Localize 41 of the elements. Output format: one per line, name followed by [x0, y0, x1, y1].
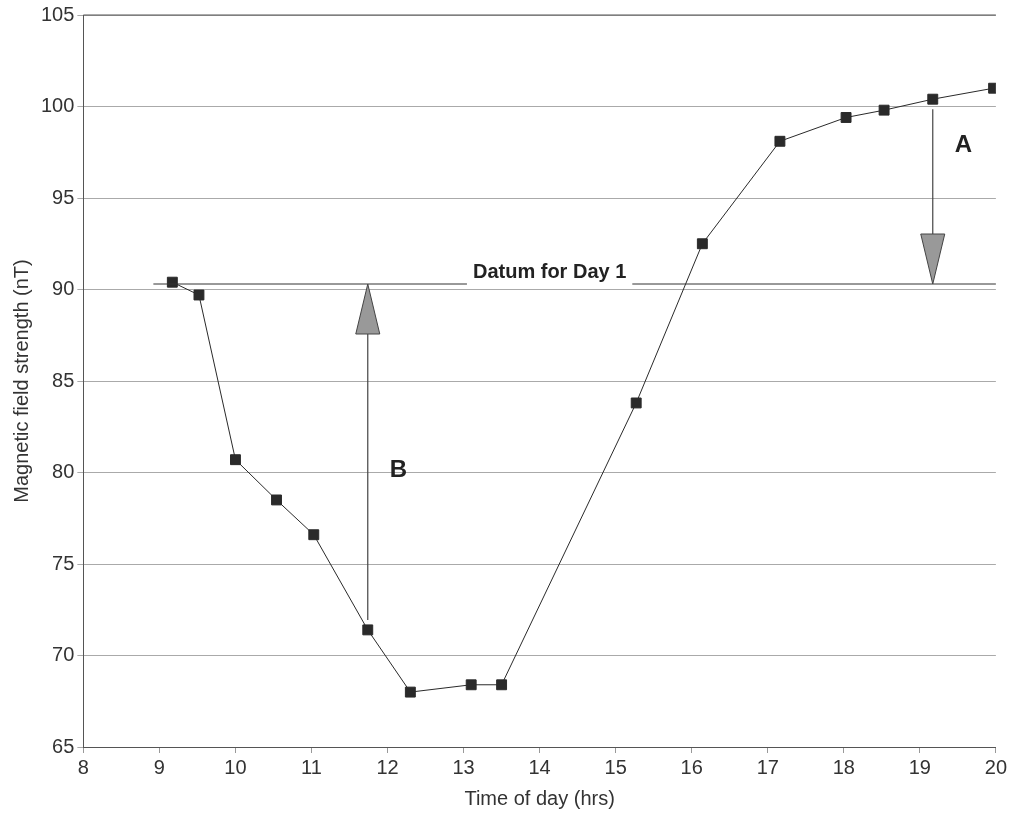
point	[840, 112, 852, 123]
ref-line-label: Datum for Day 1	[472, 259, 627, 282]
x-tick-label: 15	[604, 755, 627, 778]
point	[630, 397, 642, 409]
x-axis-title: Time of day (hrs)	[464, 786, 615, 809]
x-tick-label: 20	[984, 755, 1007, 778]
point	[362, 624, 374, 636]
x-tick-label: 16	[680, 755, 703, 778]
x-tick-label: 19	[908, 755, 931, 778]
annotation: A	[954, 129, 973, 157]
y-tick-label: 100	[40, 94, 75, 117]
y-axis-title: Magnetic field strength (nT)	[9, 259, 32, 503]
x-tick-label: 10	[224, 755, 247, 778]
y-tick-label: 70	[52, 643, 75, 666]
x-tick-label: 8	[77, 755, 89, 778]
x-tick-label: 12	[376, 755, 399, 778]
x-tick-label: 13	[452, 755, 475, 778]
x-tick-label: 11	[301, 755, 322, 778]
point	[774, 135, 786, 147]
point	[927, 93, 939, 105]
point	[193, 289, 205, 301]
y-tick-label: 75	[52, 551, 75, 574]
x-tick-label: 9	[153, 755, 165, 778]
point	[496, 679, 508, 691]
point	[878, 104, 890, 116]
point	[404, 686, 416, 698]
y-tick-label: 85	[52, 368, 75, 391]
point	[465, 679, 477, 691]
y-tick-label: 65	[52, 734, 75, 757]
point	[308, 529, 320, 541]
x-tick-label: 18	[832, 755, 855, 778]
y-tick-label: 105	[40, 2, 75, 25]
y-tick-label: 80	[52, 460, 75, 483]
y-tick-label: 95	[52, 185, 75, 208]
point	[230, 454, 241, 466]
x-tick-label: 17	[756, 755, 779, 778]
y-tick-label: 90	[52, 277, 75, 300]
point	[696, 238, 708, 250]
x-tick-label: 14	[528, 755, 551, 778]
point	[271, 494, 282, 506]
annotation: B	[389, 454, 408, 482]
